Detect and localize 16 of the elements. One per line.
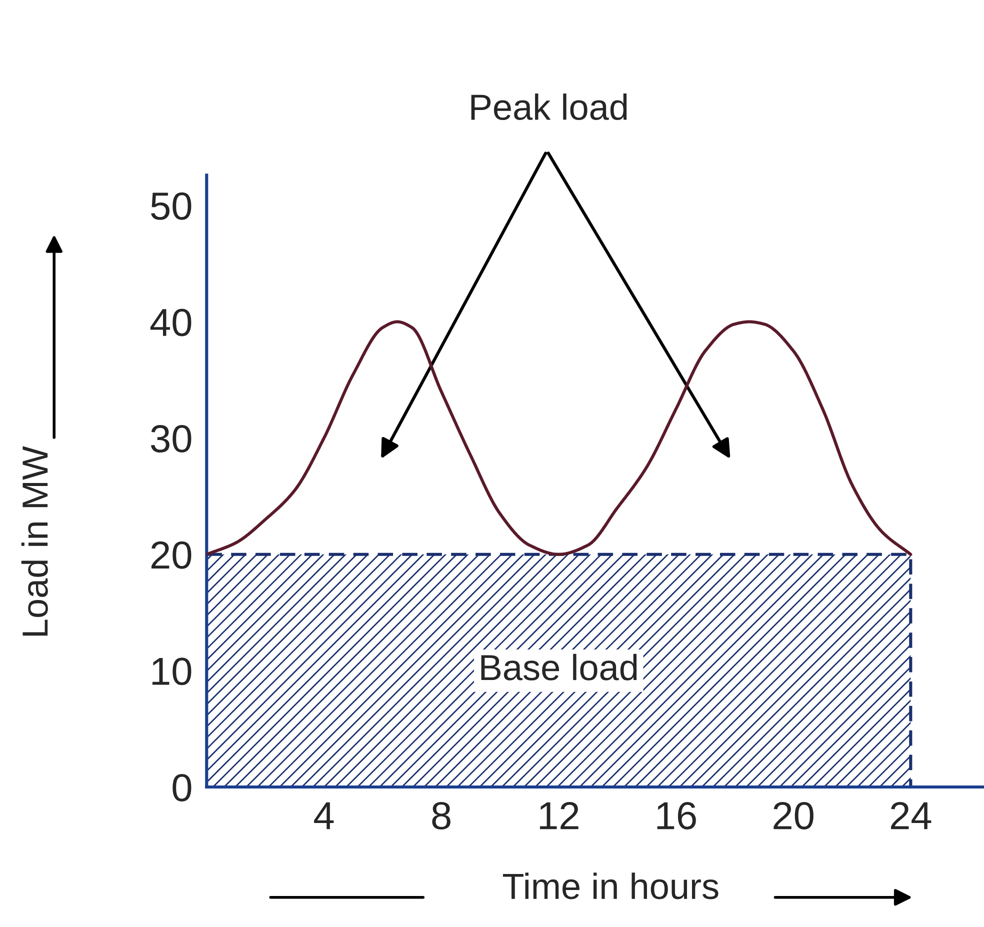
x-tick-label: 8 [432, 802, 450, 830]
x-tick-label: 24 [890, 802, 932, 830]
x-tick-label: 20 [774, 802, 814, 830]
y-tick-label: 20 [151, 541, 192, 569]
y-tick-label: 50 [151, 192, 192, 220]
y-tick-label: 30 [150, 425, 192, 453]
x-axis-title: Time in hours [502, 872, 718, 900]
y-tick-label: 10 [152, 658, 192, 686]
y-tick-label: 40 [150, 308, 192, 336]
text: Peak load [471, 94, 627, 120]
x-tick-label: 4 [314, 802, 334, 830]
series-label: Base load [481, 654, 637, 680]
y-axis-title: Load in MW [21, 446, 48, 636]
x-tick-label: 16 [657, 802, 696, 830]
x-tick-label: 12 [540, 802, 578, 830]
y-tick-label: 0 [172, 774, 192, 802]
